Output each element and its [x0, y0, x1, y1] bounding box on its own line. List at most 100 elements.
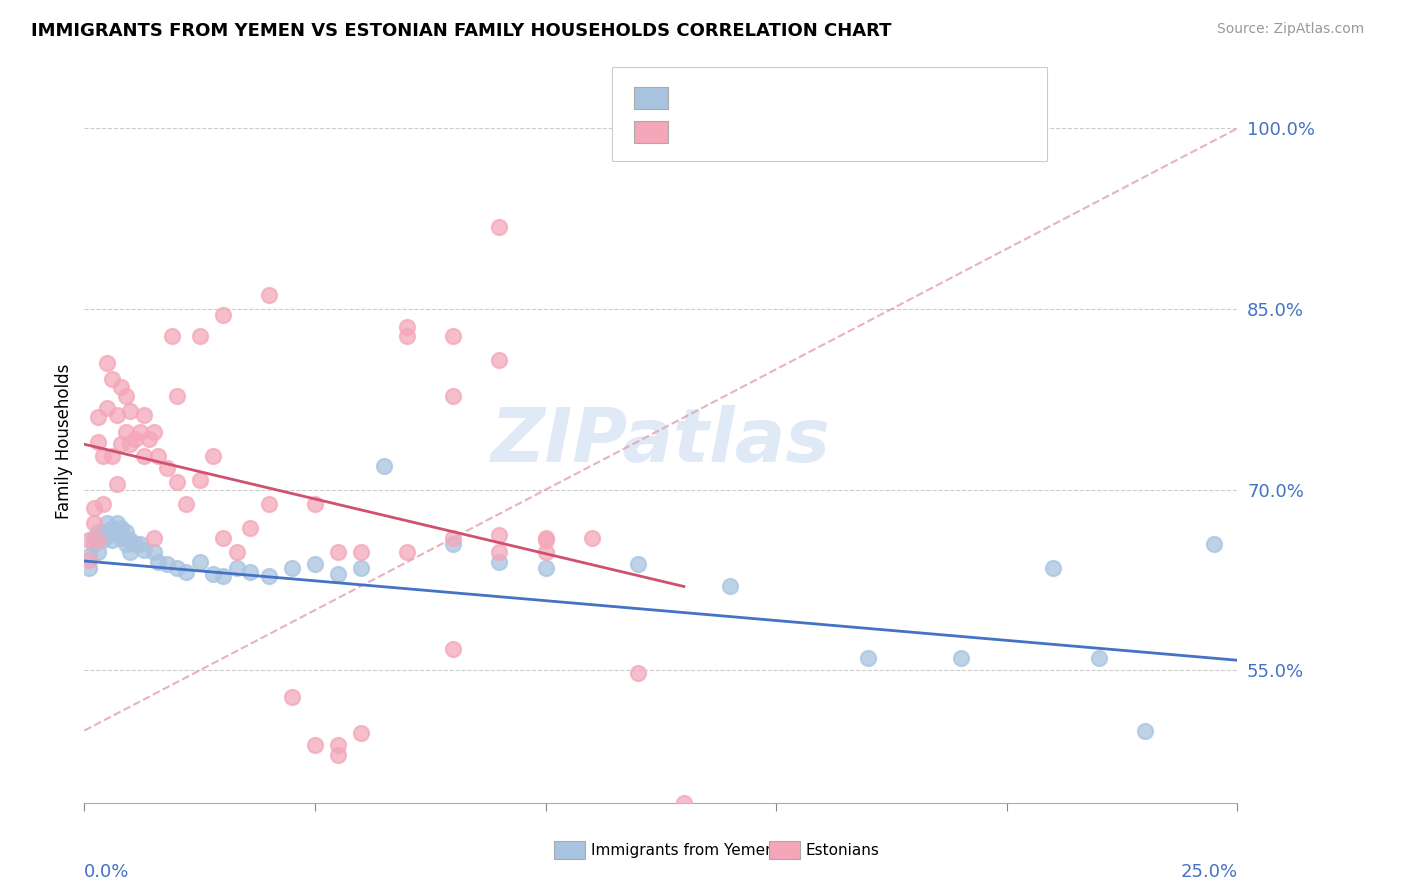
Point: [120, 545, 142, 559]
Point: [304, 558, 326, 572]
Point: [83, 531, 105, 545]
Point: [101, 533, 124, 548]
Point: [120, 437, 142, 451]
Point: [91, 524, 114, 539]
Point: [174, 497, 197, 511]
Point: [115, 524, 138, 539]
Point: [110, 521, 132, 535]
Point: [134, 408, 156, 422]
Point: [188, 555, 211, 569]
Text: ZIPatlas: ZIPatlas: [491, 405, 831, 478]
Point: [396, 320, 419, 334]
Point: [146, 449, 169, 463]
Point: [225, 545, 247, 559]
Point: [101, 449, 124, 463]
Point: [101, 372, 124, 386]
Point: [156, 461, 179, 475]
Point: [534, 531, 557, 545]
Point: [77, 561, 100, 575]
Point: [858, 651, 880, 665]
Point: [105, 476, 128, 491]
Point: [124, 537, 146, 551]
Point: [281, 690, 304, 704]
Point: [488, 545, 510, 559]
Point: [87, 524, 110, 539]
Point: [188, 328, 211, 343]
Point: [718, 579, 741, 593]
Point: [373, 458, 395, 473]
Point: [105, 516, 128, 531]
Point: [396, 328, 419, 343]
Point: [96, 528, 118, 542]
Point: [87, 434, 110, 449]
Point: [304, 738, 326, 752]
Point: [105, 528, 128, 542]
Point: [488, 352, 510, 367]
Point: [96, 401, 118, 415]
Point: [142, 425, 165, 439]
Point: [441, 328, 464, 343]
Point: [239, 521, 262, 535]
Text: IMMIGRANTS FROM YEMEN VS ESTONIAN FAMILY HOUSEHOLDS CORRELATION CHART: IMMIGRANTS FROM YEMEN VS ESTONIAN FAMILY…: [31, 22, 891, 40]
Point: [188, 473, 211, 487]
Point: [534, 561, 557, 575]
Point: [134, 542, 156, 557]
Text: Source: ZipAtlas.com: Source: ZipAtlas.com: [1216, 22, 1364, 37]
Point: [488, 555, 510, 569]
Point: [211, 308, 233, 322]
Text: R = -0.011   N = 50: R = -0.011 N = 50: [678, 89, 869, 107]
Point: [87, 545, 110, 559]
Point: [441, 537, 464, 551]
Point: [115, 537, 138, 551]
Point: [202, 449, 225, 463]
Point: [581, 531, 603, 545]
Point: [488, 220, 510, 235]
Point: [1204, 537, 1226, 551]
Point: [350, 545, 373, 559]
Point: [110, 380, 132, 394]
Point: [142, 545, 165, 559]
Point: [257, 569, 280, 583]
Point: [142, 531, 165, 545]
Point: [115, 425, 138, 439]
Point: [83, 516, 105, 531]
Point: [396, 545, 419, 559]
Point: [160, 328, 183, 343]
Point: [77, 549, 100, 563]
Point: [146, 555, 169, 569]
Point: [120, 404, 142, 418]
Point: [83, 500, 105, 515]
Point: [115, 389, 138, 403]
Point: [128, 537, 150, 551]
Point: [211, 531, 233, 545]
Point: [350, 726, 373, 740]
Point: [1133, 723, 1156, 738]
Point: [488, 528, 510, 542]
Point: [627, 558, 650, 572]
Point: [138, 432, 160, 446]
Point: [211, 569, 233, 583]
Point: [110, 437, 132, 451]
Text: 0.0%: 0.0%: [84, 863, 129, 881]
Point: [239, 565, 262, 579]
Point: [1042, 561, 1064, 575]
Point: [124, 432, 146, 446]
Point: [441, 641, 464, 656]
Point: [156, 558, 179, 572]
Point: [441, 389, 464, 403]
Point: [672, 796, 695, 810]
Point: [304, 497, 326, 511]
Point: [534, 533, 557, 548]
Point: [96, 356, 118, 370]
Point: [128, 425, 150, 439]
Point: [257, 497, 280, 511]
Text: Immigrants from Yemen: Immigrants from Yemen: [591, 843, 775, 857]
Point: [326, 747, 349, 762]
Point: [174, 565, 197, 579]
Point: [91, 497, 114, 511]
Y-axis label: Family Households: Family Households: [55, 364, 73, 519]
Point: [281, 561, 304, 575]
Text: 25.0%: 25.0%: [1180, 863, 1237, 881]
Point: [949, 651, 972, 665]
Point: [257, 287, 280, 301]
